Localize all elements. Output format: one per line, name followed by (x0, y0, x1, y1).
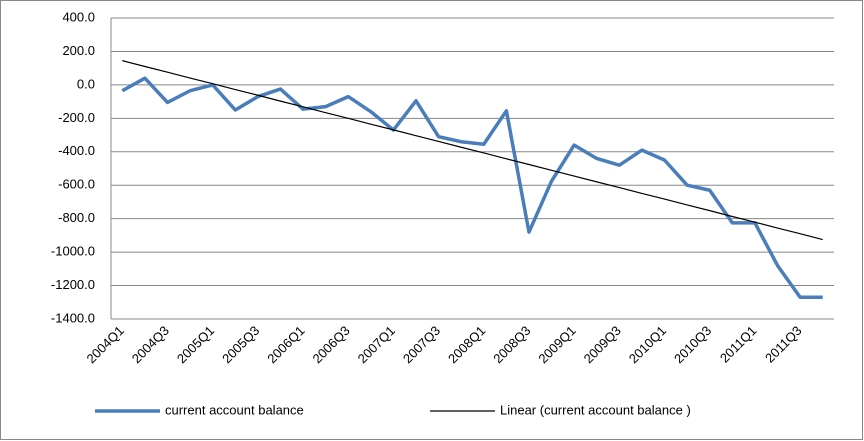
trend-line (122, 60, 823, 241)
series-line (121, 76, 823, 300)
y-tick-label: 400.0 (62, 9, 95, 24)
y-tick-label: -800.0 (58, 210, 95, 225)
y-tick-label: -1000.0 (51, 244, 95, 259)
y-tick-label: 0.0 (77, 76, 95, 91)
y-tick-label: -1200.0 (51, 277, 95, 292)
y-tick-label: 200.0 (62, 43, 95, 58)
legend-label: Linear (current account balance ) (500, 402, 691, 417)
y-tick-label: -400.0 (58, 143, 95, 158)
y-tick-label: -1400.0 (51, 310, 95, 325)
y-tick-label: -600.0 (58, 177, 95, 192)
y-tick-label: -200.0 (58, 110, 95, 125)
legend-label: current account balance (165, 402, 304, 417)
